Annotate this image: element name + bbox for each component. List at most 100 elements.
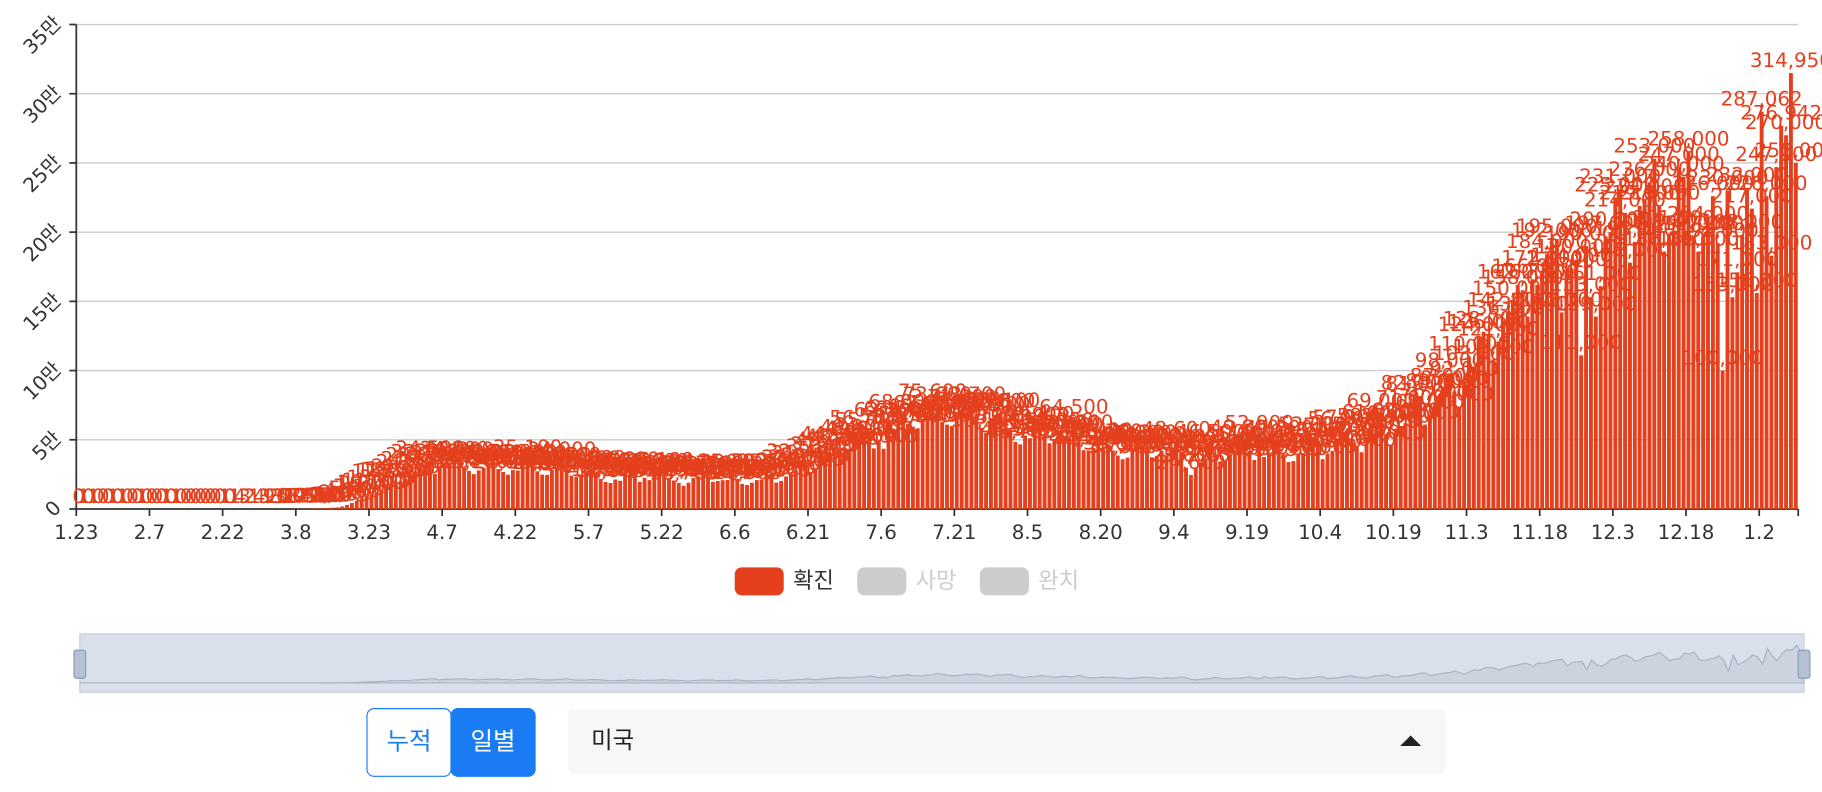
- bar: [316, 508, 320, 509]
- bar: [1087, 450, 1091, 509]
- mode-button-label: 일별: [471, 726, 516, 755]
- bar: [940, 422, 944, 509]
- x-tick-label: 9.19: [1225, 521, 1269, 544]
- bar: [643, 478, 647, 509]
- data-label: 198,000: [1701, 211, 1783, 234]
- bar: [1721, 371, 1725, 509]
- bar: [926, 416, 930, 509]
- y-tick-label: 15만: [19, 289, 66, 336]
- legend-label[interactable]: 사망: [916, 568, 957, 594]
- data-label: 156,000: [1716, 269, 1798, 292]
- bar: [1579, 355, 1583, 509]
- x-tick-label: 8.20: [1079, 521, 1123, 544]
- legend-swatch: [980, 567, 1029, 595]
- bar: [1082, 450, 1086, 509]
- data-label: 43,500: [849, 425, 918, 448]
- bar: [1121, 459, 1125, 509]
- bar: [472, 474, 476, 509]
- bar: [755, 480, 759, 509]
- bar: [1262, 457, 1266, 509]
- bar: [672, 480, 676, 509]
- legend-swatch: [735, 567, 784, 595]
- bar: [750, 483, 754, 509]
- y-tick-label: 5만: [28, 427, 66, 465]
- bar: [1589, 297, 1593, 509]
- x-tick-label: 10.4: [1298, 521, 1342, 544]
- data-label: 161,000: [1560, 262, 1642, 285]
- bar: [1360, 452, 1364, 509]
- bar: [1428, 415, 1432, 509]
- bar: [877, 442, 881, 509]
- bar: [1321, 459, 1325, 509]
- bar: [779, 481, 783, 509]
- bar: [501, 472, 505, 509]
- country-select[interactable]: [568, 709, 1446, 774]
- bar: [545, 475, 549, 509]
- bar: [326, 508, 330, 509]
- bar: [1048, 443, 1052, 509]
- x-tick-label: 4.7: [426, 521, 458, 544]
- bar: [882, 449, 886, 509]
- mode-button-label: 누적: [386, 726, 431, 755]
- bar: [1043, 435, 1047, 509]
- bar: [540, 475, 544, 509]
- data-label: 258,000: [1647, 128, 1729, 151]
- y-tick-label: 20만: [19, 219, 66, 266]
- bar: [1735, 272, 1739, 509]
- country-label: 미국: [591, 726, 634, 754]
- bar: [711, 482, 715, 509]
- bar: [1301, 453, 1305, 509]
- x-tick-label: 1.2: [1743, 521, 1775, 544]
- bar: [1755, 293, 1759, 509]
- bar: [726, 480, 730, 509]
- data-label: 183,000: [1730, 232, 1812, 255]
- data-label: 250,000: [1755, 139, 1822, 162]
- x-tick-label: 3.23: [347, 521, 391, 544]
- y-tick-label: 0: [41, 496, 66, 521]
- bar: [467, 471, 471, 509]
- legend-label[interactable]: 확진: [793, 568, 834, 594]
- bar: [1130, 449, 1134, 509]
- y-tick-label: 10만: [19, 358, 66, 405]
- x-tick-label: 11.3: [1444, 521, 1488, 544]
- x-tick-label: 3.8: [280, 521, 312, 544]
- x-tick-label: 9.4: [1158, 521, 1190, 544]
- bar: [618, 481, 622, 509]
- data-label: 100,000: [1682, 346, 1764, 369]
- zoom-handle[interactable]: [1798, 650, 1810, 678]
- bar: [1330, 451, 1334, 509]
- legend-label[interactable]: 완치: [1038, 568, 1079, 594]
- bar: [335, 507, 339, 509]
- x-tick-label: 12.18: [1658, 521, 1715, 544]
- x-tick-label: 7.6: [865, 521, 897, 544]
- x-tick-label: 4.22: [493, 521, 537, 544]
- bar: [1291, 461, 1295, 509]
- bar: [1267, 453, 1271, 509]
- x-tick-label: 10.19: [1365, 521, 1422, 544]
- bar: [535, 471, 539, 509]
- bar: [1116, 456, 1120, 509]
- bar: [482, 468, 486, 509]
- bar: [872, 448, 876, 509]
- bar: [1233, 455, 1237, 509]
- bar: [984, 433, 988, 509]
- legend-swatch: [857, 567, 906, 595]
- bar: [716, 481, 720, 509]
- data-label: 270,000: [1745, 111, 1822, 134]
- y-tick-label: 25만: [19, 150, 66, 197]
- data-label: 226,000: [1726, 172, 1808, 195]
- bar: [745, 485, 749, 509]
- bar: [511, 470, 515, 509]
- bar: [1023, 435, 1027, 509]
- zoom-handle[interactable]: [74, 650, 86, 678]
- bar: [506, 475, 510, 509]
- x-tick-label: 11.18: [1511, 521, 1568, 544]
- bar: [774, 483, 778, 509]
- bar: [613, 480, 617, 509]
- bar: [608, 483, 612, 509]
- bar: [1599, 286, 1603, 509]
- bar: [682, 486, 686, 509]
- bar: [321, 508, 325, 509]
- bar: [1794, 163, 1798, 509]
